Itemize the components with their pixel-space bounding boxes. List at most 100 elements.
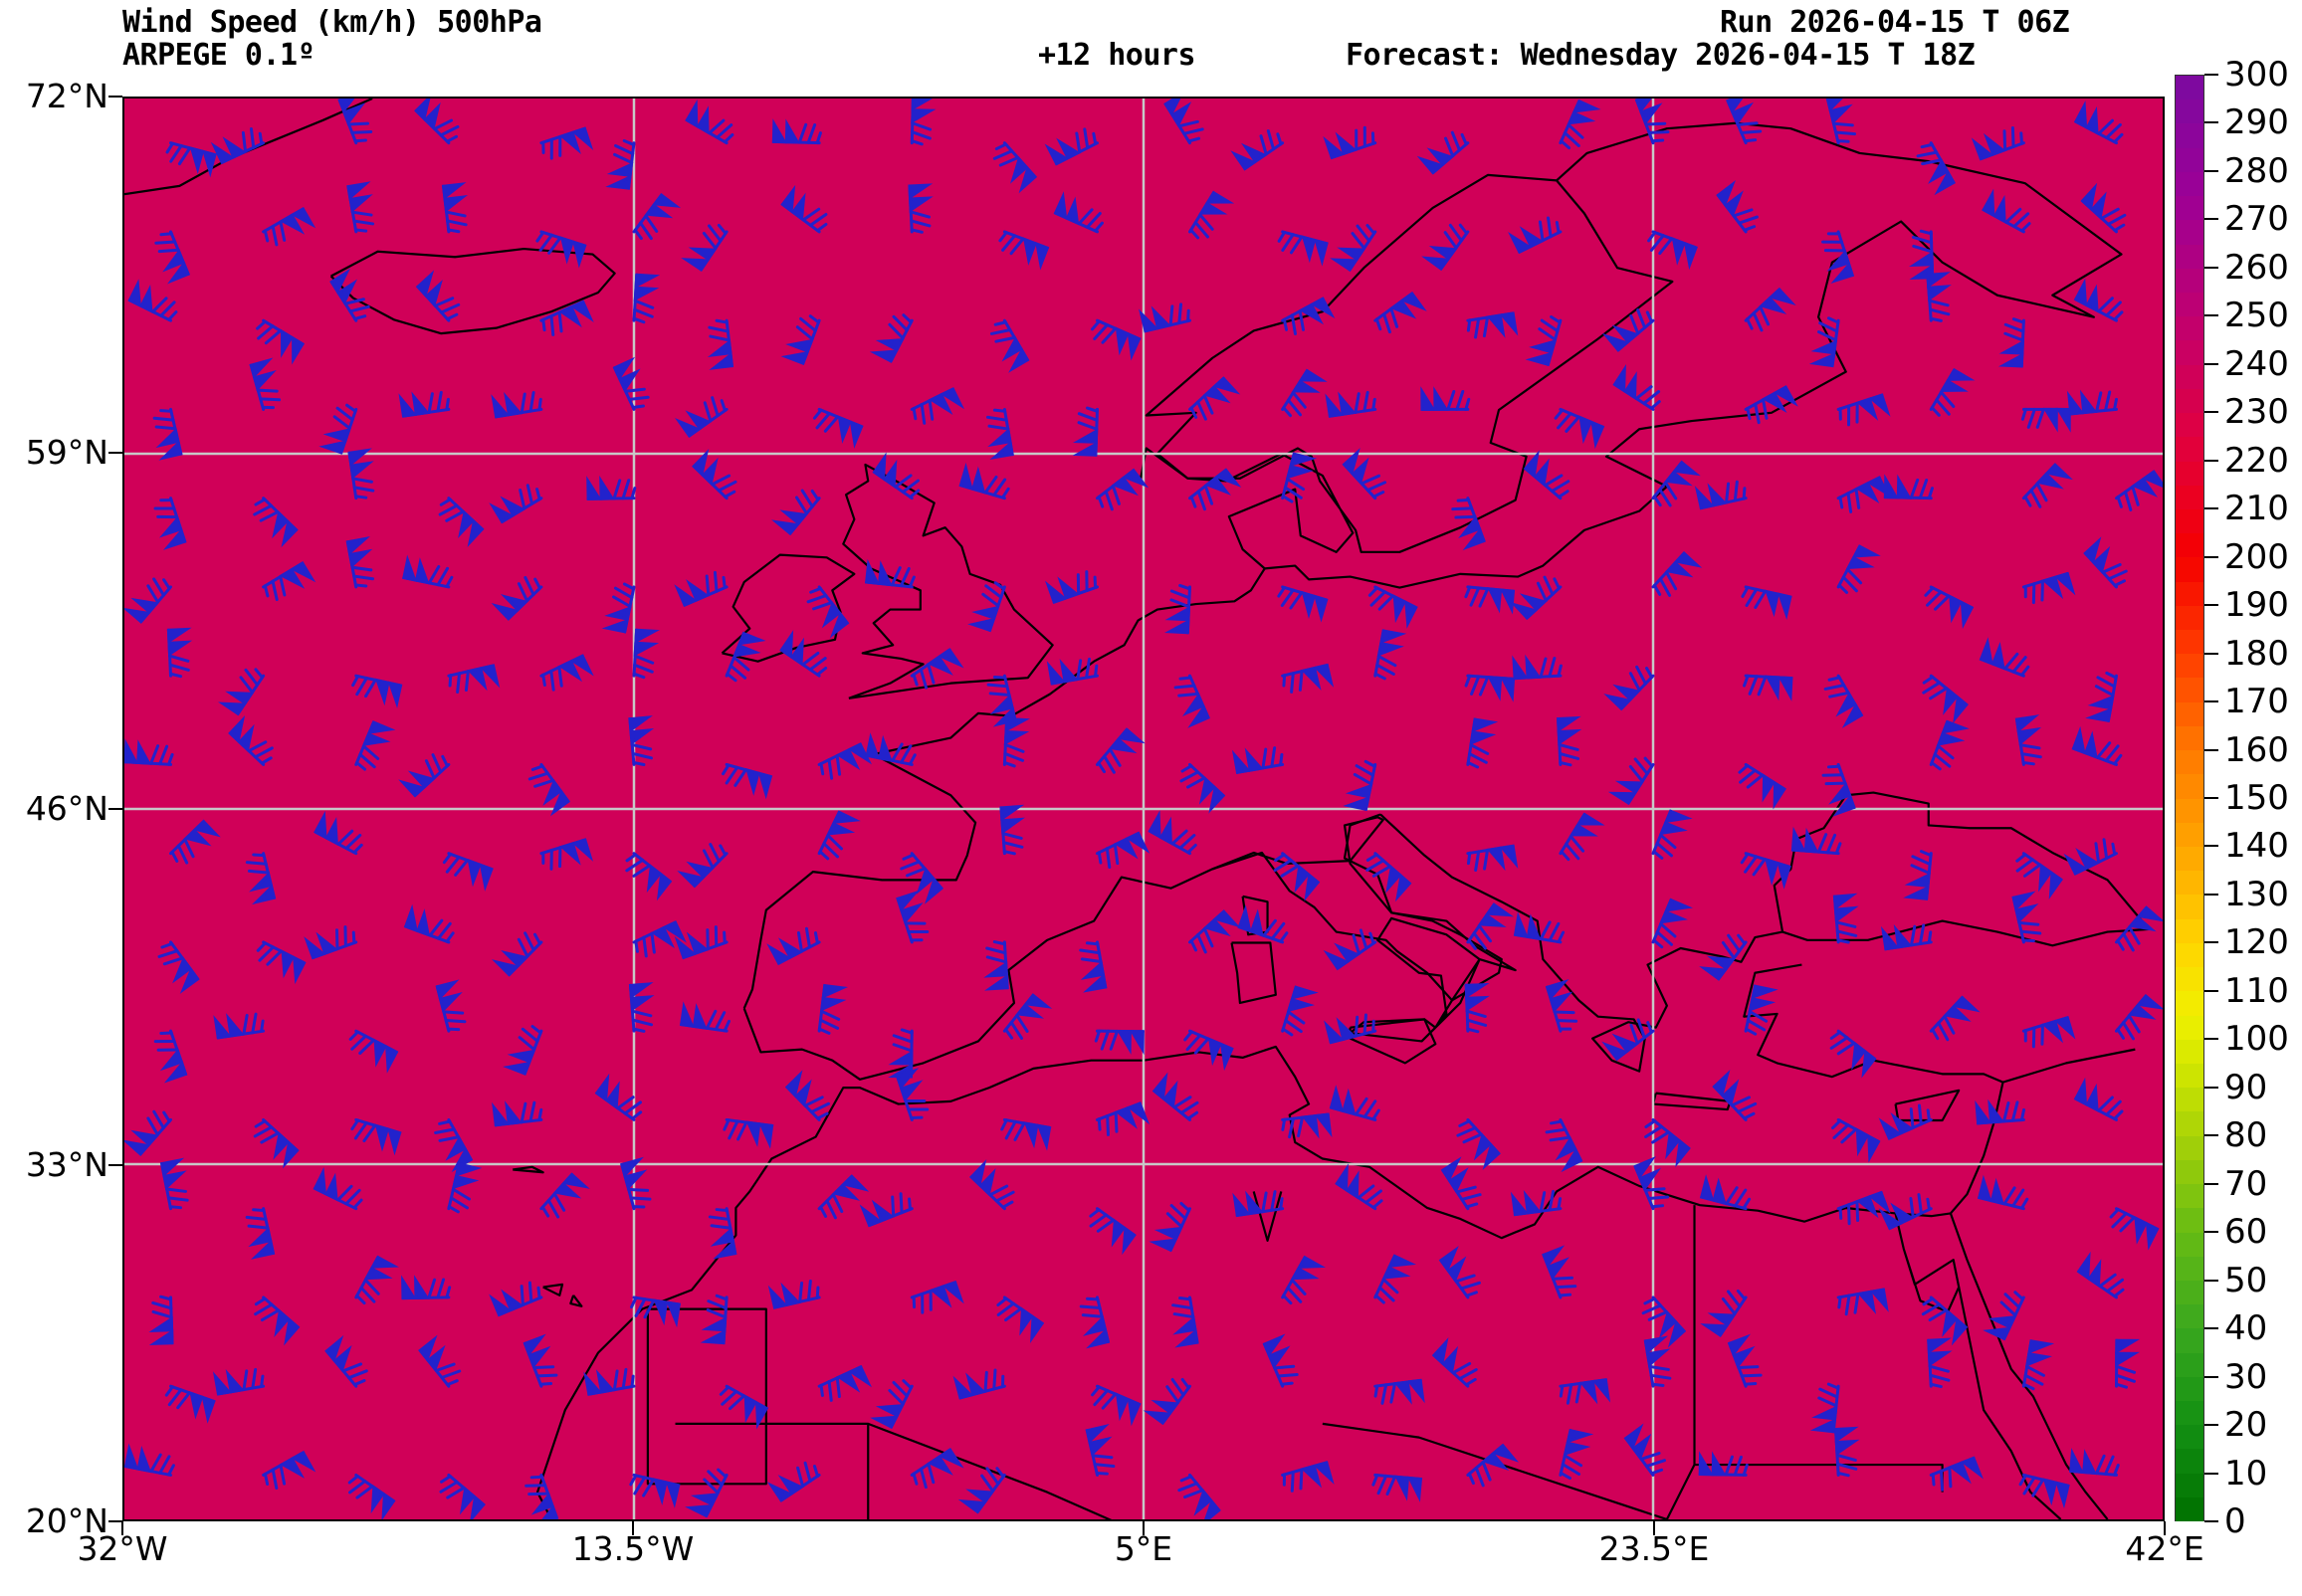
colorbar-segment — [2176, 364, 2203, 389]
x-axis-tick-label: 13.5°W — [571, 1529, 695, 1568]
colorbar-tick-label: 260 — [2224, 247, 2289, 288]
colorbar-tick — [2204, 1231, 2218, 1234]
colorbar-segment — [2176, 871, 2203, 896]
colorbar-tick-label: 230 — [2224, 392, 2289, 433]
colorbar-segment — [2176, 1015, 2203, 1040]
colorbar-tick-label: 140 — [2224, 826, 2289, 867]
colorbar-segment — [2176, 847, 2203, 872]
colorbar-segment — [2176, 244, 2203, 269]
colorbar-segment — [2176, 630, 2203, 655]
colorbar-segment — [2176, 678, 2203, 702]
colorbar-tick-label: 150 — [2224, 778, 2289, 818]
colorbar-segment — [2176, 1328, 2203, 1353]
colorbar-tick-label: 170 — [2224, 682, 2289, 722]
colorbar-segment — [2176, 774, 2203, 799]
colorbar-segment — [2176, 701, 2203, 726]
y-axis-tick-label: 33°N — [25, 1145, 108, 1184]
colorbar-tick — [2204, 507, 2218, 510]
colorbar-segment — [2176, 171, 2203, 197]
colorbar-segment — [2176, 991, 2203, 1016]
colorbar-segment — [2176, 1208, 2203, 1233]
colorbar-tick — [2204, 121, 2218, 124]
colorbar-tick — [2204, 845, 2218, 848]
run-time-label: Run 2026-04-15 T 06Z — [1720, 5, 2070, 40]
colorbar-tick-label: 110 — [2224, 970, 2289, 1011]
x-axis-tick — [2164, 1521, 2166, 1535]
colorbar-segment — [2176, 100, 2203, 124]
y-axis-tick-label: 20°N — [25, 1501, 108, 1540]
colorbar-segment — [2176, 292, 2203, 317]
colorbar-segment — [2176, 1232, 2203, 1257]
colorbar-tick — [2204, 893, 2218, 896]
colorbar-tick — [2204, 748, 2218, 751]
colorbar-segment — [2176, 220, 2203, 245]
colorbar-tick — [2204, 74, 2218, 76]
x-axis-tick-label: 42°E — [2125, 1529, 2204, 1568]
colorbar-tick-label: 180 — [2224, 633, 2289, 674]
wind-speed-field — [124, 99, 2163, 1519]
colorbar-segment — [2176, 1039, 2203, 1064]
colorbar-segment — [2176, 1401, 2203, 1426]
colorbar-tick — [2204, 989, 2218, 992]
colorbar-segment — [2176, 1135, 2203, 1160]
colorbar-tick-label: 100 — [2224, 1019, 2289, 1060]
page-title: Wind Speed (km/h) 500hPa — [122, 5, 542, 40]
colorbar-tick-label: 240 — [2224, 343, 2289, 384]
colorbar-tick-label: 130 — [2224, 874, 2289, 914]
model-label: ARPEGE 0.1º — [122, 38, 315, 73]
colorbar-segment — [2176, 942, 2203, 968]
colorbar-tick-label: 10 — [2224, 1453, 2268, 1494]
x-axis-tick — [1143, 1521, 1145, 1535]
colorbar-tick — [2204, 652, 2218, 655]
y-axis-tick — [108, 452, 122, 454]
lead-time-label: +12 hours — [1038, 38, 1196, 73]
colorbar-segment — [2176, 581, 2203, 606]
y-axis-tick-label: 59°N — [25, 433, 108, 472]
y-axis-tick-label: 72°N — [25, 77, 108, 115]
colorbar-segment — [2176, 147, 2203, 172]
colorbar-tick-label: 50 — [2224, 1260, 2268, 1300]
colorbar-segment — [2176, 725, 2203, 751]
colorbar-tick-label: 280 — [2224, 150, 2289, 191]
x-axis-tick — [1653, 1521, 1655, 1535]
colorbar-tick — [2204, 1327, 2218, 1330]
colorbar-tick — [2204, 169, 2218, 172]
colorbar-segment — [2176, 508, 2203, 534]
colorbar-segment — [2176, 654, 2203, 679]
colorbar-tick — [2204, 266, 2218, 269]
colorbar-segment — [2176, 1280, 2203, 1305]
colorbar-segment — [2176, 798, 2203, 823]
colorbar-tick-label: 250 — [2224, 296, 2289, 336]
y-axis-tick-label: 46°N — [25, 789, 108, 828]
colorbar-tick-label: 90 — [2224, 1067, 2268, 1107]
colorbar-tick-label: 40 — [2224, 1308, 2268, 1349]
colorbar-segment — [2176, 268, 2203, 293]
colorbar-tick-label: 300 — [2224, 55, 2289, 95]
map-plot-area[interactable] — [122, 97, 2165, 1521]
colorbar-segment — [2176, 413, 2203, 438]
colorbar-segment — [2176, 1063, 2203, 1089]
colorbar-tick — [2204, 1424, 2218, 1427]
colorbar-segment — [2176, 1256, 2203, 1281]
wind-barbs — [124, 99, 2163, 1519]
colorbar-tick — [2204, 1134, 2218, 1137]
colorbar-tick — [2204, 362, 2218, 365]
colorbar-tick-label: 160 — [2224, 729, 2289, 770]
colorbar-tick-label: 190 — [2224, 585, 2289, 626]
colorbar-segment — [2176, 750, 2203, 775]
colorbar-tick — [2204, 604, 2218, 607]
colorbar-segment — [2176, 1111, 2203, 1136]
colorbar-segment — [2176, 822, 2203, 847]
colorbar-tick — [2204, 797, 2218, 799]
colorbar-segment — [2176, 123, 2203, 148]
colorbar-tick-label: 30 — [2224, 1356, 2268, 1397]
colorbar-segment — [2176, 1496, 2203, 1522]
colorbar-tick — [2204, 1472, 2218, 1475]
colorbar-tick-label: 60 — [2224, 1212, 2268, 1253]
colorbar-tick — [2204, 555, 2218, 558]
colorbar-tick — [2204, 1279, 2218, 1282]
colorbar-tick — [2204, 411, 2218, 414]
colorbar-segment — [2176, 1376, 2203, 1402]
colorbar-segment — [2176, 1352, 2203, 1377]
x-axis-tick — [632, 1521, 634, 1535]
